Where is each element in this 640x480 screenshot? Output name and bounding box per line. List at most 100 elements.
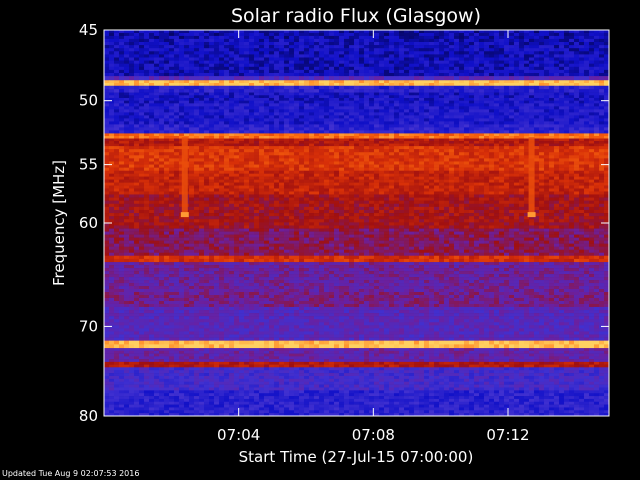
- heatmap-cell: [349, 32, 355, 37]
- heatmap-cell: [194, 63, 200, 68]
- heatmap-cell: [544, 80, 550, 84]
- heatmap-cell: [154, 173, 160, 177]
- heatmap-cell: [439, 161, 445, 165]
- heatmap-cell: [409, 60, 415, 64]
- heatmap-cell: [129, 173, 135, 177]
- heatmap-cell: [359, 103, 365, 107]
- heatmap-cell: [364, 173, 370, 177]
- heatmap-cell: [194, 146, 200, 150]
- heatmap-cell: [579, 138, 585, 142]
- heatmap-cell: [154, 155, 160, 159]
- heatmap-cell: [159, 30, 165, 34]
- heatmap-cell: [214, 76, 220, 81]
- heatmap-cell: [264, 38, 270, 43]
- heatmap-cell: [359, 173, 365, 177]
- heatmap-cell: [169, 146, 175, 150]
- heatmap-cell: [499, 97, 505, 101]
- heatmap-cell: [544, 100, 550, 104]
- heatmap-cell: [489, 141, 495, 144]
- heatmap-cell: [309, 48, 315, 52]
- heatmap-cell: [324, 32, 330, 37]
- heatmap-cell: [259, 143, 265, 147]
- heatmap-cell: [359, 164, 365, 168]
- heatmap-cell: [434, 141, 440, 144]
- heatmap-cell: [419, 63, 425, 68]
- heatmap-cell: [569, 30, 575, 34]
- heatmap-cell: [329, 63, 335, 68]
- heatmap-cell: [519, 97, 525, 101]
- heatmap-cell: [429, 41, 435, 46]
- heatmap-cell: [269, 155, 275, 159]
- heatmap-cell: [484, 35, 490, 40]
- heatmap-cell: [379, 60, 385, 64]
- heatmap-cell: [379, 95, 385, 99]
- heatmap-cell: [399, 112, 405, 116]
- heatmap-cell: [479, 80, 485, 84]
- heatmap-cell: [554, 152, 560, 156]
- heatmap-cell: [504, 149, 510, 153]
- heatmap-cell: [234, 80, 240, 84]
- heatmap-cell: [129, 146, 135, 150]
- heatmap-cell: [399, 69, 405, 74]
- heatmap-cell: [389, 106, 395, 110]
- heatmap-cell: [459, 80, 465, 84]
- heatmap-cell: [369, 167, 375, 171]
- heatmap-cell: [484, 143, 490, 147]
- heatmap-cell: [454, 133, 460, 137]
- heatmap-cell: [354, 118, 360, 122]
- heatmap-cell: [349, 115, 355, 119]
- heatmap-cell: [199, 115, 205, 119]
- heatmap-cell: [539, 124, 545, 128]
- heatmap-cell: [414, 118, 420, 122]
- heatmap-cell: [364, 30, 370, 34]
- heatmap-cell: [329, 164, 335, 168]
- heatmap-cell: [479, 69, 485, 74]
- heatmap-cell: [314, 130, 320, 134]
- heatmap-cell: [274, 173, 280, 177]
- heatmap-cell: [169, 158, 175, 162]
- heatmap-cell: [579, 149, 585, 153]
- heatmap-cell: [359, 135, 365, 139]
- heatmap-cell: [129, 176, 135, 180]
- heatmap-cell: [169, 51, 175, 55]
- heatmap-cell: [209, 60, 215, 64]
- heatmap-cell: [589, 155, 595, 159]
- heatmap-cell: [379, 152, 385, 156]
- heatmap-cell: [444, 124, 450, 128]
- heatmap-cell: [399, 63, 405, 68]
- heatmap-cell: [389, 135, 395, 139]
- heatmap-cell: [369, 95, 375, 99]
- heatmap-cell: [339, 95, 345, 99]
- heatmap-cell: [519, 85, 525, 90]
- heatmap-cell: [384, 63, 390, 68]
- heatmap-cell: [319, 76, 325, 81]
- heatmap-cell: [409, 38, 415, 43]
- heatmap-cell: [564, 63, 570, 68]
- heatmap-cell: [479, 85, 485, 90]
- heatmap-cell: [274, 164, 280, 168]
- heatmap-cell: [524, 103, 530, 107]
- heatmap-cell: [499, 146, 505, 150]
- heatmap-cell: [604, 109, 610, 113]
- heatmap-cell: [194, 72, 200, 77]
- heatmap-cell: [424, 167, 430, 171]
- heatmap-cell: [484, 130, 490, 134]
- heatmap-cell: [284, 83, 290, 87]
- heatmap-cell: [324, 124, 330, 128]
- heatmap-cell: [149, 103, 155, 107]
- heatmap-cell: [309, 155, 315, 159]
- heatmap-cell: [319, 124, 325, 128]
- heatmap-cell: [189, 109, 195, 113]
- heatmap-cell: [524, 35, 530, 40]
- heatmap-cell: [139, 106, 145, 110]
- heatmap-cell: [544, 51, 550, 55]
- heatmap-cell: [599, 133, 605, 137]
- heatmap-cell: [559, 66, 565, 71]
- heatmap-cell: [559, 161, 565, 165]
- heatmap-cell: [289, 45, 295, 49]
- heatmap-cell: [364, 143, 370, 147]
- heatmap-cell: [264, 135, 270, 139]
- heatmap-cell: [444, 35, 450, 40]
- heatmap-cell: [159, 152, 165, 156]
- heatmap-cell: [194, 152, 200, 156]
